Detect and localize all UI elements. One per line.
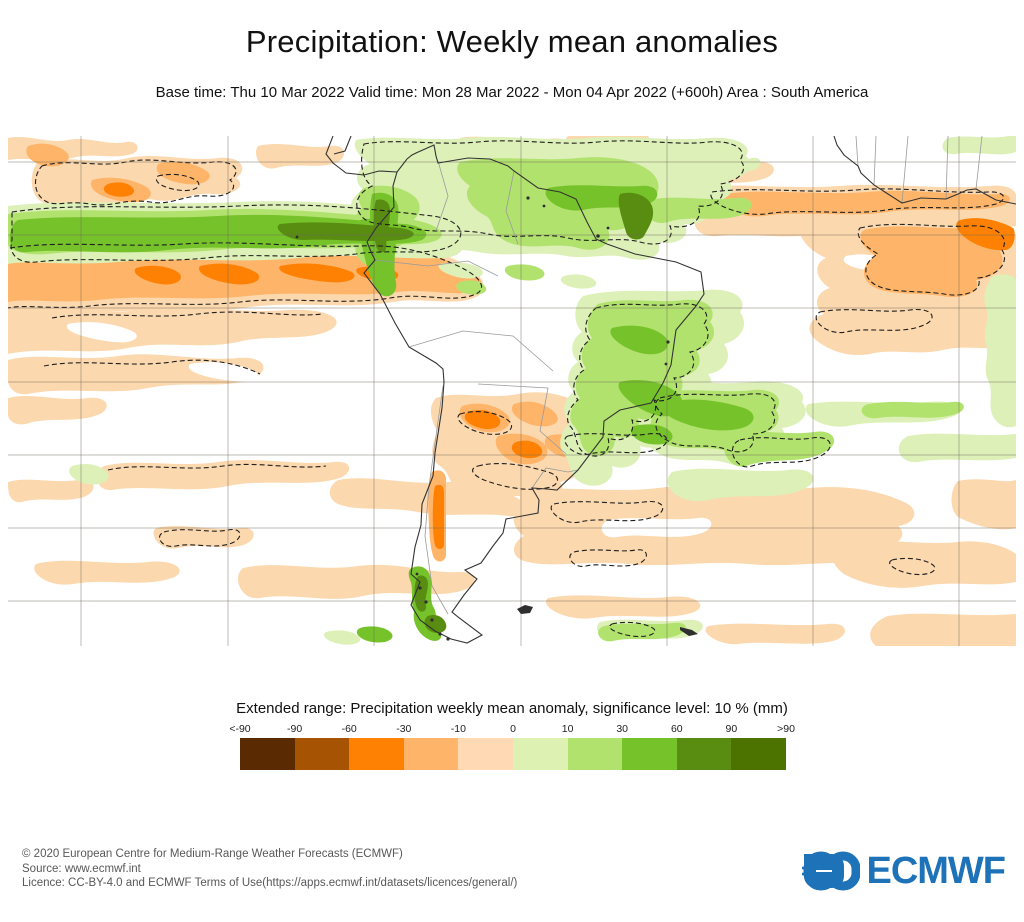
anomaly-map	[8, 136, 1016, 646]
legend-color-swatch	[458, 738, 513, 770]
legend-color-swatch	[349, 738, 404, 770]
legend-tick-label: 30	[616, 723, 629, 735]
legend-color-swatch	[240, 738, 295, 770]
ecmwf-logo-text: ECMWF	[866, 849, 1006, 892]
legend-tick-label: 60	[670, 723, 683, 735]
footer-licence: Licence: CC-BY-4.0 and ECMWF Terms of Us…	[22, 877, 518, 890]
page-subtitle: Base time: Thu 10 Mar 2022 Valid time: M…	[155, 84, 869, 101]
map-canvas	[8, 136, 1016, 646]
legend-tick-label: -30	[396, 723, 412, 735]
legend-color-swatch	[676, 738, 732, 770]
page-title: Precipitation: Weekly mean anomalies	[245, 24, 779, 59]
graticule	[8, 136, 1016, 646]
legend-tick-label: <-90	[229, 723, 251, 735]
legend-tick-label: -10	[450, 723, 466, 735]
legend-title: Extended range: Precipitation weekly mea…	[236, 700, 788, 717]
legend-scale: <-90 -90 -60 -30 -10 0 10 30 60 90 >90	[229, 723, 795, 770]
legend-colorbar	[240, 738, 786, 770]
legend-tick-label: 10	[561, 723, 574, 735]
coastlines	[325, 136, 1016, 644]
footer-copyright: © 2020 European Centre for Medium-Range …	[22, 848, 403, 860]
legend-color-swatch	[731, 738, 786, 770]
ecmwf-logo-icon	[802, 851, 861, 891]
legend-color-swatch	[567, 738, 623, 770]
legend-color-swatch	[622, 738, 677, 770]
legend-tick-label: >90	[777, 723, 795, 735]
legend-ticks: <-90 -90 -60 -30 -10 0 10 30 60 90 >90	[229, 723, 795, 736]
map-region-dark-green	[277, 192, 654, 634]
legend-tick-label: 0	[510, 723, 516, 735]
legend-color-swatch	[294, 738, 350, 770]
legend-tick-label: -90	[287, 723, 303, 735]
footer: © 2020 European Centre for Medium-Range …	[22, 847, 517, 891]
legend-tick-label: -60	[341, 723, 357, 735]
legend-color-swatch	[403, 738, 459, 770]
islands-speckles	[295, 196, 698, 641]
significance-contours	[8, 140, 1005, 638]
legend: Extended range: Precipitation weekly mea…	[0, 700, 1024, 770]
legend-color-swatch	[512, 738, 568, 770]
country-borders	[374, 136, 983, 615]
legend-tick-label: 90	[725, 723, 738, 735]
ecmwf-logo: ECMWF	[802, 848, 1006, 894]
footer-source: Source: www.ecmwf.int	[22, 862, 141, 875]
